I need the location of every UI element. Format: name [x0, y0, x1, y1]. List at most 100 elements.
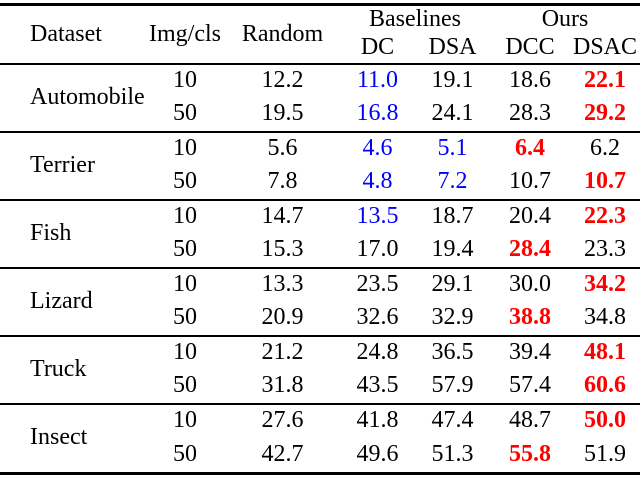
value-dsac: 22.1 — [570, 62, 640, 98]
value-dcc: 18.6 — [490, 62, 571, 98]
dataset-group: Lizard 10 13.3 23.5 29.1 30.0 34.2 50 20.9 32.6 32… — [0, 266, 640, 336]
value-dcc: 30.0 — [490, 266, 571, 302]
img-per-cls-value: 50 — [173, 100, 197, 127]
value-dsa: 32.9 — [431, 304, 474, 331]
table-row: 50 7.8 4.8 7.2 10.7 10.7 — [0, 166, 640, 200]
value-dsa: 19.4 — [431, 236, 474, 263]
value-random: 42.7 — [261, 440, 304, 467]
value-random: 31.8 — [261, 372, 304, 399]
value-dcc: 39.4 — [490, 334, 571, 370]
value-dc: 4.6 — [340, 130, 415, 166]
value-dsa: 51.3 — [431, 440, 474, 467]
table-row: 50 42.7 49.6 51.3 55.8 51.9 — [0, 438, 640, 472]
dataset-name: Lizard — [0, 266, 145, 336]
value-dcc: 38.8 — [509, 304, 552, 331]
header-row-methods: DC DSA DCC DSAC — [0, 33, 640, 65]
value-dsa: 18.7 — [415, 198, 491, 234]
dataset-name: Fish — [0, 198, 145, 268]
column-group-baselines: Baselines — [369, 6, 461, 32]
dataset-name: Insect — [0, 402, 145, 472]
dataset-name: Automobile — [0, 62, 145, 132]
dataset-name: Terrier — [0, 130, 145, 200]
img-per-cls-value: 50 — [173, 236, 197, 263]
value-dsac: 48.1 — [570, 334, 640, 370]
value-dc: 11.0 — [340, 62, 415, 98]
value-dcc: 6.4 — [490, 130, 571, 166]
value-dc: 16.8 — [356, 100, 399, 127]
dataset-group: Automobile 10 12.2 11.0 19.1 18.6 22.1 50 19.5 16… — [0, 62, 640, 132]
value-dsa: 19.1 — [415, 62, 491, 98]
value-dcc: 57.4 — [509, 372, 552, 399]
img-per-cls-value: 10 — [145, 402, 225, 438]
value-dc: 43.5 — [356, 372, 399, 399]
value-dsac: 6.2 — [570, 130, 640, 166]
img-per-cls-value: 10 — [145, 130, 225, 166]
value-dsa: 24.1 — [431, 100, 474, 127]
value-dcc: 20.4 — [490, 198, 571, 234]
img-per-cls-value: 50 — [173, 304, 197, 331]
value-dsac: 50.0 — [570, 402, 640, 438]
dataset-name: Truck — [0, 334, 145, 404]
dataset-group: Terrier 10 5.6 4.6 5.1 6.4 6.2 50 7.8 4.8 7.2 10.7 1… — [0, 130, 640, 200]
value-dc: 17.0 — [356, 236, 399, 263]
dataset-group: Truck 10 21.2 24.8 36.5 39.4 48.1 50 31.8 43.5 57.… — [0, 334, 640, 404]
value-random: 5.6 — [225, 130, 340, 166]
img-per-cls-value: 50 — [173, 440, 197, 467]
column-group-ours: Ours — [541, 6, 589, 32]
table-row: Fish 10 14.7 13.5 18.7 20.4 22.3 — [0, 198, 640, 268]
value-random: 19.5 — [261, 100, 304, 127]
value-dsac: 34.2 — [570, 266, 640, 302]
value-dsa: 57.9 — [431, 372, 474, 399]
value-dc: 4.8 — [362, 168, 393, 195]
img-per-cls-value: 10 — [145, 62, 225, 98]
value-dc: 32.6 — [356, 304, 399, 331]
img-per-cls-value: 10 — [145, 334, 225, 370]
value-random: 12.2 — [225, 62, 340, 98]
value-dsa: 29.1 — [415, 266, 491, 302]
value-random: 13.3 — [225, 266, 340, 302]
table-row: Automobile 10 12.2 11.0 19.1 18.6 22.1 — [0, 62, 640, 132]
img-per-cls-value: 50 — [173, 168, 197, 195]
value-dc: 41.8 — [340, 402, 415, 438]
value-random: 21.2 — [225, 334, 340, 370]
value-dc: 23.5 — [340, 266, 415, 302]
results-table: Dataset Img/cls Random Baselines Ours DC… — [0, 6, 640, 472]
table-row: Lizard 10 13.3 23.5 29.1 30.0 34.2 — [0, 266, 640, 336]
value-dsac: 34.8 — [584, 304, 627, 331]
value-dsac: 60.6 — [584, 372, 627, 399]
column-header-dsac: DSAC — [570, 33, 640, 65]
value-dcc: 28.4 — [509, 236, 552, 263]
img-per-cls-value: 10 — [145, 198, 225, 234]
column-header-img-per-cls: Img/cls — [145, 6, 225, 65]
value-dsa: 7.2 — [437, 168, 468, 195]
table-header: Dataset Img/cls Random Baselines Ours DC… — [0, 6, 640, 65]
value-dsa: 47.4 — [415, 402, 491, 438]
img-per-cls-value: 50 — [173, 372, 197, 399]
value-dsac: 10.7 — [584, 168, 627, 195]
value-dsac: 51.9 — [584, 440, 627, 467]
value-dc: 49.6 — [356, 440, 399, 467]
value-dsa: 5.1 — [415, 130, 491, 166]
value-random: 27.6 — [225, 402, 340, 438]
table-row: 50 15.3 17.0 19.4 28.4 23.3 — [0, 234, 640, 268]
value-dsa: 36.5 — [415, 334, 491, 370]
column-header-dc: DC — [340, 33, 415, 65]
column-header-dsa: DSA — [415, 33, 491, 65]
table-row: 50 20.9 32.6 32.9 38.8 34.8 — [0, 302, 640, 336]
table-row: 50 19.5 16.8 24.1 28.3 29.2 — [0, 98, 640, 132]
table-rules: Dataset Img/cls Random Baselines Ours DC… — [0, 3, 640, 475]
value-dc: 24.8 — [340, 334, 415, 370]
dataset-group: Fish 10 14.7 13.5 18.7 20.4 22.3 50 15.3 17.0 19.4… — [0, 198, 640, 268]
value-dsac: 22.3 — [570, 198, 640, 234]
table-row: Insect 10 27.6 41.8 47.4 48.7 50.0 — [0, 402, 640, 472]
column-header-random: Random — [225, 6, 340, 65]
value-random: 15.3 — [261, 236, 304, 263]
value-random: 20.9 — [261, 304, 304, 331]
column-header-dataset: Dataset — [0, 6, 145, 65]
value-dsac: 29.2 — [584, 100, 627, 127]
dataset-group: Insect 10 27.6 41.8 47.4 48.7 50.0 50 42.7 49.6 51… — [0, 402, 640, 472]
value-random: 7.8 — [267, 168, 298, 195]
table-row: 50 31.8 43.5 57.9 57.4 60.6 — [0, 370, 640, 404]
img-per-cls-value: 10 — [145, 266, 225, 302]
